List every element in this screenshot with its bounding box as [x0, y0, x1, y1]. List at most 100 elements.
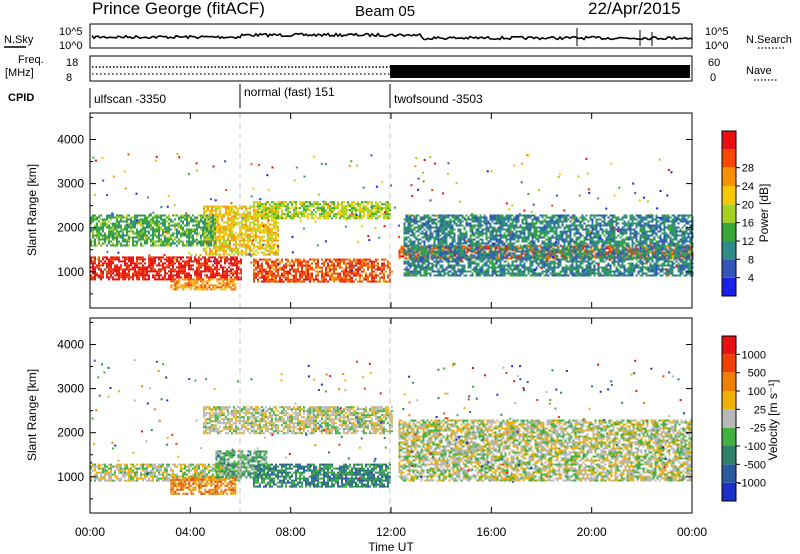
heatmap-cell — [429, 218, 432, 221]
heatmap-cell — [329, 276, 331, 279]
heatmap-cell — [662, 251, 665, 254]
heatmap-cell — [218, 231, 221, 234]
heatmap-cell — [291, 215, 293, 218]
heatmap-cell — [437, 252, 440, 255]
heatmap-cell — [126, 226, 128, 229]
heatmap-cell — [351, 203, 353, 206]
heatmap-cell — [164, 228, 166, 231]
heatmap-cell — [279, 276, 281, 279]
heatmap-cell — [192, 228, 194, 231]
heatmap-cell — [244, 209, 247, 212]
heatmap-cell — [439, 216, 442, 219]
heatmap-cell — [400, 245, 403, 248]
heatmap-cell — [156, 234, 158, 237]
heatmap-cell — [435, 228, 438, 231]
heatmap-cell — [273, 262, 275, 265]
heatmap-cell — [443, 256, 446, 259]
heatmap-cell — [162, 222, 164, 225]
heatmap-cell — [281, 205, 283, 208]
heatmap-cell — [315, 258, 317, 261]
heatmap-cell — [186, 262, 188, 265]
heatmap-cell — [110, 216, 112, 219]
heatmap-cell — [441, 240, 444, 243]
heatmap-cell — [236, 256, 238, 259]
heatmap-cell — [92, 216, 94, 219]
heatmap-cell — [230, 247, 233, 250]
heatmap-cell — [425, 258, 428, 261]
heatmap-cell — [128, 264, 130, 267]
heatmap-cell — [274, 209, 277, 212]
heatmap-cell — [246, 233, 249, 236]
heatmap-cell — [263, 268, 265, 271]
heatmap-cell — [471, 250, 474, 253]
heatmap-cell — [445, 266, 448, 269]
heatmap-cell — [252, 245, 255, 248]
heatmap-cell — [128, 236, 130, 239]
heatmap-cell — [299, 276, 301, 279]
heatmap-cell — [264, 231, 267, 234]
heatmap-cell — [212, 234, 214, 237]
heatmap-cell — [295, 280, 297, 283]
heatmap-cell — [122, 244, 124, 247]
heatmap-cell — [321, 272, 323, 275]
heatmap-cell — [108, 278, 110, 281]
heatmap-cell — [210, 211, 213, 214]
heatmap-cell — [220, 245, 223, 248]
heatmap-cell — [423, 216, 426, 219]
heatmap-cell — [439, 272, 442, 275]
heatmap-cell — [265, 270, 267, 273]
heatmap-cell — [140, 272, 142, 275]
heatmap-cell — [242, 245, 245, 248]
heatmap-cell — [108, 230, 110, 233]
heatmap-cell — [220, 247, 223, 250]
heatmap-cell — [481, 260, 484, 263]
heatmap-cell — [409, 240, 412, 243]
heatmap-cell — [277, 201, 279, 204]
heatmap-cell — [285, 266, 287, 269]
heatmap-cell — [196, 218, 198, 221]
heatmap-cell — [132, 242, 134, 245]
heatmap-cell — [244, 205, 247, 208]
heatmap-cell — [268, 243, 271, 246]
heatmap-cell — [506, 247, 509, 250]
heatmap-cell — [198, 242, 200, 245]
heatmap-cell — [242, 239, 245, 242]
heatmap-cell — [192, 278, 195, 281]
heatmap-cell — [419, 266, 422, 269]
heatmap-cell — [415, 236, 418, 239]
heatmap-cell — [102, 276, 104, 279]
heatmap-cell — [118, 260, 120, 263]
heatmap-cell — [198, 222, 200, 225]
heatmap-cell — [170, 258, 172, 261]
heatmap-cell — [317, 207, 319, 210]
heatmap-cell — [335, 207, 337, 210]
heatmap-cell — [355, 258, 357, 261]
heatmap-cell — [463, 264, 466, 267]
heatmap-cell — [445, 214, 448, 217]
heatmap-cell — [407, 250, 410, 253]
sky-left-label: N.Sky — [4, 34, 34, 46]
heatmap-cell — [200, 258, 202, 261]
heatmap-cell — [158, 258, 160, 261]
heatmap-cell — [459, 274, 462, 277]
heatmap-cell — [453, 220, 456, 223]
heatmap-cell — [164, 226, 166, 229]
heatmap-cell — [471, 244, 474, 247]
heatmap-cell — [218, 223, 221, 226]
heatmap-cell — [176, 258, 178, 261]
heatmap-cell — [164, 278, 166, 281]
heatmap-cell — [164, 266, 166, 269]
heatmap-cell — [220, 260, 222, 263]
heatmap-cell — [552, 257, 555, 260]
heatmap-cell — [329, 274, 331, 277]
heatmap-cell — [299, 258, 301, 261]
heatmap-cell — [156, 230, 158, 233]
heatmap-cell — [329, 201, 331, 204]
heatmap-cell — [116, 240, 118, 243]
heatmap-cell — [196, 274, 198, 277]
heatmap-cell — [232, 249, 235, 252]
heatmap-cell — [102, 234, 104, 237]
heatmap-cell — [90, 242, 92, 245]
heatmap-cell — [441, 266, 444, 269]
heatmap-cell — [118, 214, 120, 217]
